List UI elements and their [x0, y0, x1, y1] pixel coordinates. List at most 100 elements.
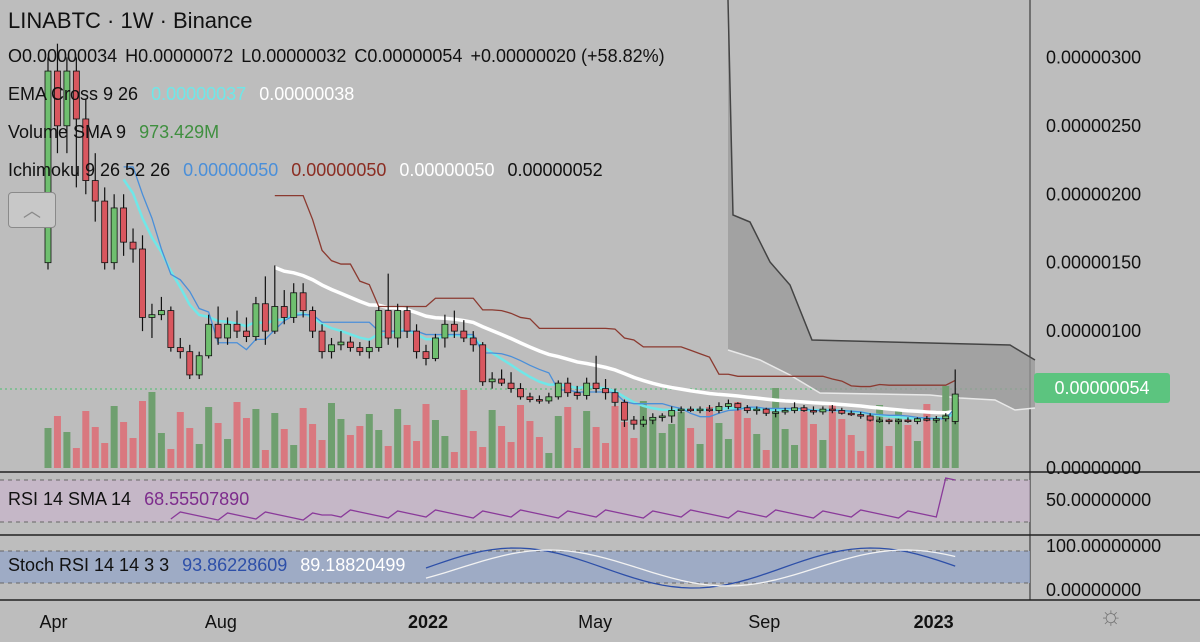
candle-down — [403, 310, 411, 332]
stoch-d-line — [425, 549, 956, 587]
volume-legend[interactable]: Volume SMA 9 973.429M — [8, 122, 227, 143]
candle-up — [895, 419, 902, 422]
candle-down — [318, 330, 326, 353]
candle-up — [394, 310, 402, 339]
price-tick-label: 0.00000300 — [1046, 47, 1141, 67]
rsi-legend[interactable]: RSI 14 SMA 14 68.55507890 — [8, 489, 257, 510]
ichimoku-legend[interactable]: Ichimoku 9 26 52 26 0.00000050 0.0000005… — [8, 160, 611, 181]
rsi-value: 68.55507890 — [144, 489, 250, 509]
candle-down — [904, 419, 912, 422]
time-tick-label: 2023 — [914, 612, 954, 632]
rsi-tick-label: 50.00000000 — [1046, 490, 1151, 510]
last-price-badge: 0.00000054 — [1034, 373, 1170, 403]
low-value: L0.00000032 — [241, 46, 347, 66]
volume-bar — [394, 409, 402, 468]
candle-up — [375, 310, 383, 348]
candle-down — [214, 323, 222, 339]
candle-down — [129, 241, 137, 250]
candle-down — [167, 310, 175, 348]
volume-bar — [857, 451, 865, 468]
volume-bar — [913, 441, 921, 468]
candle-down — [828, 408, 836, 412]
volume-bar — [895, 409, 902, 468]
candle-up — [677, 408, 685, 412]
volume-bar — [337, 419, 345, 468]
candle-up — [791, 407, 798, 411]
candle-down — [800, 407, 808, 411]
candle-down — [186, 351, 194, 376]
candle-down — [923, 418, 931, 421]
candle-down — [885, 419, 893, 422]
candle-down — [243, 330, 250, 337]
candle-down — [498, 378, 506, 384]
volume-bar — [762, 450, 770, 468]
candle-up — [110, 207, 118, 264]
candle-down — [299, 292, 307, 311]
volume-bar — [592, 427, 600, 468]
cloud-area — [728, 0, 1035, 410]
gear-icon[interactable]: ☼ — [1099, 600, 1123, 630]
price-axis[interactable]: 0.00000300 0.00000250 0.00000200 0.00000150… — [1046, 47, 1141, 478]
stoch-k-line — [425, 547, 956, 589]
volume-bar — [687, 428, 695, 468]
candle-up — [658, 415, 666, 418]
volume-bar — [923, 404, 931, 468]
candle-down — [810, 410, 817, 413]
volume-bar — [583, 411, 591, 468]
stoch-k-value: 93.86228609 — [182, 555, 288, 575]
chevron-up-icon: ︿ — [23, 201, 41, 221]
volume-bar — [630, 438, 638, 468]
time-axis[interactable]: Apr Aug 2022 May Sep 2023 — [39, 612, 953, 632]
candle-down — [857, 414, 865, 417]
volume-bar — [299, 408, 307, 468]
candle-up — [942, 415, 950, 420]
volume-bar — [233, 402, 241, 468]
volume-bar — [951, 402, 959, 468]
candle-down — [743, 407, 751, 411]
time-tick-label: May — [578, 612, 612, 632]
candle-up — [432, 337, 439, 359]
volume-bar — [450, 452, 458, 468]
candle-down — [687, 408, 694, 412]
candle-up — [337, 341, 345, 346]
volume-bar — [696, 444, 704, 468]
candle-down — [517, 388, 524, 398]
ema-legend[interactable]: EMA Cross 9 26 0.00000037 0.00000038 — [8, 84, 362, 105]
candle-up — [753, 408, 761, 412]
ichimoku-leading-value: 0.00000052 — [507, 160, 603, 180]
volume-bar — [885, 446, 893, 468]
volume-bar — [280, 429, 288, 468]
volume-bar — [602, 443, 610, 468]
collapse-legend-button[interactable]: ︿ — [8, 192, 56, 228]
volume-bar — [63, 432, 71, 468]
volume-bar — [488, 410, 496, 468]
candle-down — [120, 207, 127, 243]
candle-down — [469, 337, 477, 346]
price-tick-label: 0.00000000 — [1046, 458, 1141, 478]
candle-up — [876, 419, 883, 422]
volume-bar — [53, 416, 61, 468]
candle-down — [536, 399, 543, 402]
candle-up — [224, 323, 231, 339]
volume-bar — [677, 412, 685, 468]
stoch-legend[interactable]: Stoch RSI 14 14 3 3 93.86228609 89.18820… — [8, 555, 413, 576]
candle-up — [44, 70, 52, 264]
volume-bar — [526, 421, 534, 468]
volume-bar — [242, 418, 250, 468]
volume-value: 973.429M — [139, 122, 220, 142]
volume-bar — [876, 405, 884, 468]
volume-bar — [441, 436, 449, 468]
volume-bar — [545, 453, 553, 468]
volume-bar — [791, 445, 799, 468]
volume-bar — [101, 443, 109, 468]
candle-up — [195, 355, 203, 376]
candle-up — [649, 416, 657, 421]
volume-bar — [479, 447, 487, 468]
candle-down — [309, 310, 317, 332]
candle-down — [176, 347, 184, 353]
volume-bar — [932, 420, 940, 468]
volume-bar — [819, 440, 827, 468]
volume-bar — [365, 414, 373, 468]
volume-bar — [318, 440, 326, 468]
